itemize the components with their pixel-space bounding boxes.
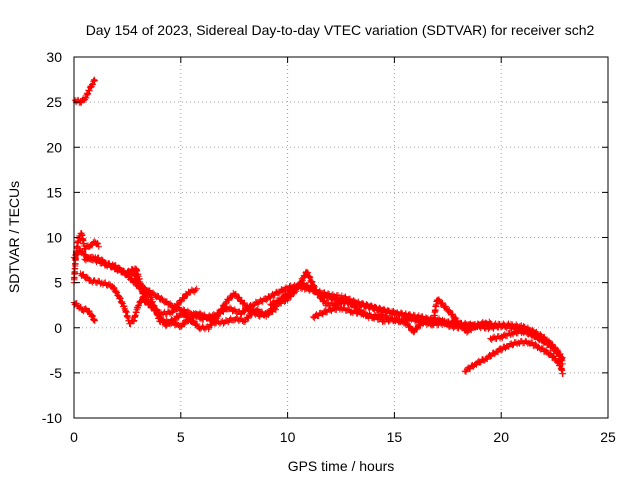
data-point-marks	[152, 305, 163, 322]
chart-title: Day 154 of 2023, Sidereal Day-to-day VTE…	[86, 22, 595, 38]
series-track-i	[310, 296, 489, 336]
series-track-j	[461, 337, 566, 377]
data-point-marks	[109, 261, 124, 273]
data-point-marks	[211, 317, 226, 327]
axis-ticks: 0 5 10 15 20 25 -10 -5 0 5 10 15 20 25 30	[42, 49, 616, 445]
data-point-marks	[553, 357, 564, 369]
data-point-marks	[483, 349, 500, 363]
x-tick-label: 20	[493, 429, 509, 445]
data-point-marks	[250, 295, 269, 309]
data-point-marks	[472, 319, 489, 331]
data-point-marks	[115, 293, 128, 312]
data-point-marks	[461, 361, 478, 375]
data-point-marks	[85, 82, 95, 94]
data-point-marks	[540, 337, 555, 348]
data-point-marks	[493, 343, 510, 356]
data-point-marks	[143, 287, 158, 298]
y-axis-label: SDTVAR / TECUs	[6, 181, 22, 293]
data-point-marks	[109, 283, 122, 299]
data-point-marks	[134, 283, 149, 293]
data-point-marks	[92, 239, 102, 250]
y-tick-label: 5	[54, 275, 62, 291]
x-tick-label: 10	[280, 429, 296, 445]
y-tick-label: -5	[50, 365, 63, 381]
data-point-marks	[301, 281, 316, 292]
data-point-marks	[89, 76, 98, 88]
data-point-marks	[433, 296, 451, 313]
data-point-marks	[331, 295, 350, 307]
x-tick-label: 15	[387, 429, 403, 445]
data-point-marks	[555, 352, 566, 368]
data-point-marks	[186, 285, 200, 296]
data-point-marks	[152, 292, 166, 303]
data-point-marks	[87, 277, 104, 287]
y-tick-label: 20	[46, 139, 62, 155]
data-point-marks	[357, 300, 376, 312]
data-point-marks	[87, 311, 98, 324]
data-point-marks	[310, 287, 324, 298]
data-point-marks	[162, 308, 175, 318]
series-track-g	[109, 261, 566, 362]
data-point-marks	[557, 365, 566, 377]
series-track-k	[487, 327, 555, 348]
data-series	[70, 76, 566, 377]
y-tick-label: 15	[46, 184, 62, 200]
y-tick-label: 0	[54, 320, 62, 336]
data-point-marks	[369, 304, 388, 316]
data-point-marks	[160, 298, 175, 309]
y-tick-label: 30	[46, 49, 62, 65]
data-point-marks	[536, 344, 551, 356]
data-point-marks	[199, 311, 217, 323]
data-point-marks	[169, 302, 183, 313]
series-track-a	[71, 76, 98, 106]
data-point-marks	[429, 298, 441, 329]
y-tick-label: 10	[46, 230, 62, 246]
y-tick-label: -10	[42, 410, 62, 426]
grid-lines	[74, 57, 608, 418]
series-track-b	[70, 299, 98, 324]
data-point-marks	[318, 291, 337, 303]
x-tick-label: 5	[177, 429, 185, 445]
x-tick-label: 25	[600, 429, 616, 445]
data-point-marks	[498, 321, 516, 332]
data-point-marks	[410, 319, 425, 336]
data-point-marks	[275, 282, 294, 297]
data-point-marks	[252, 306, 269, 319]
y-tick-label: 25	[46, 94, 62, 110]
data-point-marks	[77, 95, 89, 106]
data-point-marks	[177, 288, 192, 305]
x-axis-label: GPS time / hours	[288, 458, 395, 474]
data-point-marks	[472, 356, 489, 368]
data-point-marks	[292, 280, 307, 291]
data-point-marks	[444, 307, 461, 326]
x-tick-label: 0	[70, 429, 78, 445]
data-point-marks	[224, 304, 243, 317]
data-point-marks	[77, 247, 90, 259]
data-point-marks	[130, 304, 141, 325]
data-point-marks	[395, 309, 414, 321]
data-point-marks	[519, 328, 536, 340]
data-point-marks	[222, 290, 237, 307]
data-point-marks	[79, 305, 89, 315]
data-point-marks	[188, 310, 205, 323]
data-point-marks	[231, 290, 246, 305]
data-point-marks	[126, 274, 141, 289]
